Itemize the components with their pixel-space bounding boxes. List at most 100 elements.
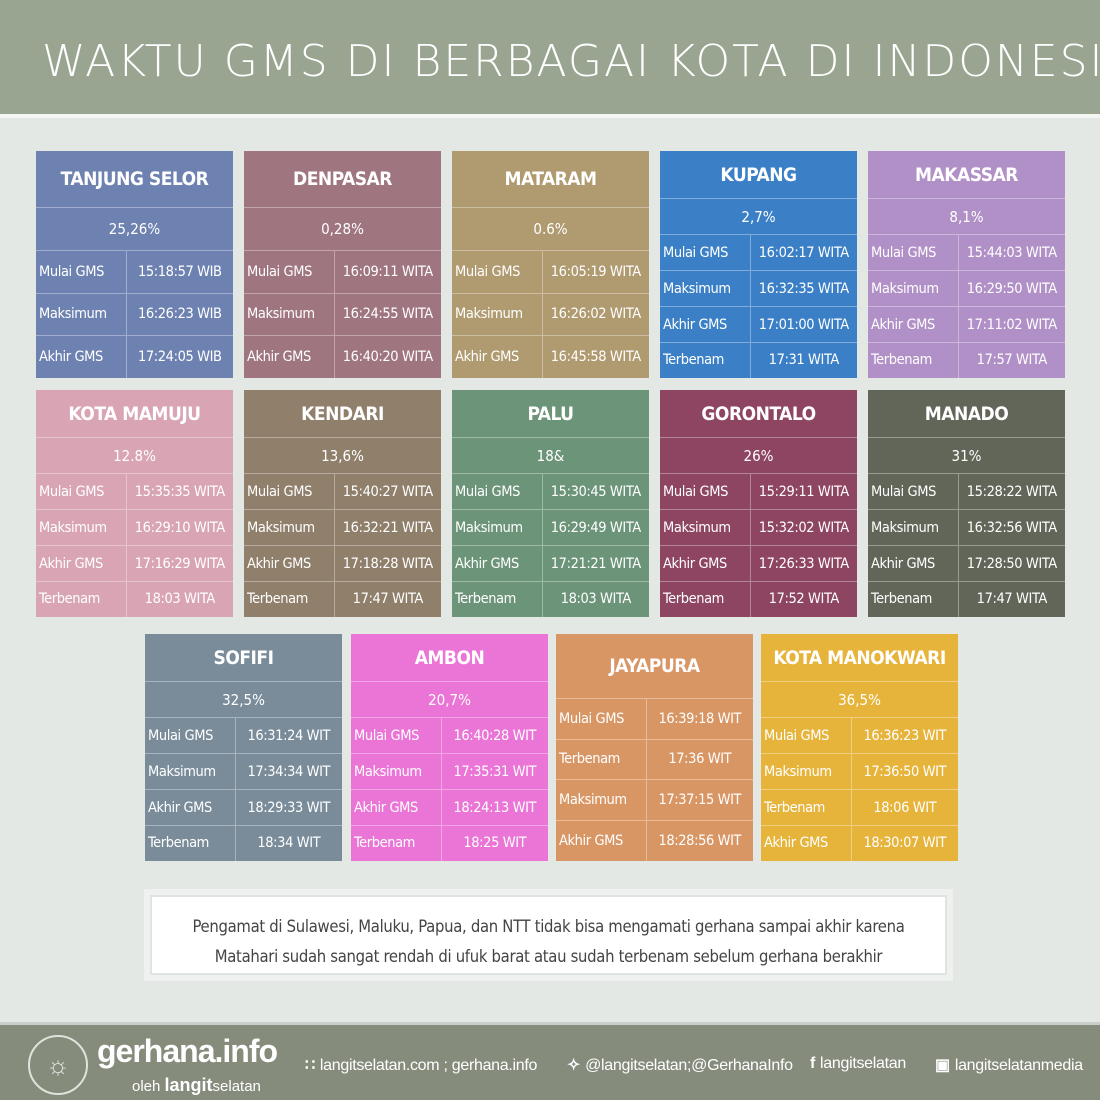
time-row: Akhir GMS 16:40:20 WITA	[244, 336, 441, 379]
time-label: Terbenam	[36, 582, 127, 617]
time-label: Akhir GMS	[868, 546, 959, 582]
time-value: 17:24:05 WIB	[137, 349, 222, 366]
time-value: 18:03 WITA	[144, 591, 216, 608]
time-row: Maksimum 16:32:56 WITA	[868, 510, 1065, 547]
time-value: 17:36 WIT	[668, 751, 732, 768]
time-value: 17:11:02 WITA	[966, 316, 1057, 333]
time-label: Akhir GMS	[36, 546, 127, 582]
city-card-mataram: MATARAM 0.6% Mulai GMS 16:05:19 WITA Maksimu…	[452, 151, 649, 379]
time-value: 16:36:23 WIT	[863, 727, 947, 744]
city-name: KOTA MANOKWARI	[761, 634, 958, 683]
link-text: langitselatan	[820, 1055, 906, 1072]
time-value: 16:09:11 WITA	[342, 263, 433, 280]
time-label: Akhir GMS	[244, 546, 335, 582]
brand-byline: oleh langitselatan	[132, 1075, 261, 1096]
time-value: 17:31 WITA	[768, 352, 840, 369]
city-name: AMBON	[351, 634, 548, 683]
time-row: Maksimum 17:34:34 WIT	[145, 754, 342, 791]
time-row: Maksimum 17:37:15 WIT	[556, 780, 753, 822]
city-card-ambon: AMBON 20,7% Mulai GMS 16:40:28 WIT Maksimum 1…	[351, 634, 548, 861]
time-row: Mulai GMS 16:40:28 WIT	[351, 718, 548, 755]
time-value: 17:26:33 WITA	[758, 555, 849, 572]
time-row: Terbenam 17:47 WITA	[868, 582, 1065, 617]
footer-link-facebook[interactable]: f langitselatan	[810, 1055, 906, 1073]
time-value: 15:18:57 WIB	[137, 263, 222, 280]
time-label: Terbenam	[351, 826, 442, 861]
time-row: Terbenam 17:52 WITA	[660, 582, 857, 617]
eclipse-percent: 26%	[660, 438, 857, 475]
time-value: 16:05:19 WITA	[550, 263, 641, 280]
city-card-denpasar: DENPASAR 0,28% Mulai GMS 16:09:11 WITA Maksi…	[244, 151, 441, 379]
time-row: Terbenam 17:47 WITA	[244, 582, 441, 617]
time-label: Terbenam	[145, 826, 236, 861]
time-row: Mulai GMS 16:05:19 WITA	[452, 250, 649, 294]
time-row: Akhir GMS 18:28:56 WIT	[556, 821, 753, 862]
time-value: 17:18:28 WITA	[342, 555, 433, 572]
city-card-gorontalo: GORONTALO 26% Mulai GMS 15:29:11 WITA Maksim…	[660, 390, 857, 617]
time-row: Mulai GMS 15:30:45 WITA	[452, 474, 649, 511]
city-name: KENDARI	[244, 390, 441, 439]
time-row: Maksimum 15:32:02 WITA	[660, 510, 857, 547]
note-line-1: Pengamat di Sulawesi, Maluku, Papua, dan…	[192, 917, 905, 936]
time-row: Akhir GMS 16:45:58 WITA	[452, 336, 649, 379]
time-row: Maksimum 16:26:23 WIB	[36, 293, 233, 337]
time-value: 18:30:07 WIT	[863, 835, 947, 852]
byline-by: oleh	[132, 1078, 161, 1095]
time-label: Maksimum	[660, 271, 751, 307]
city-name: GORONTALO	[660, 390, 857, 439]
time-label: Maksimum	[452, 510, 543, 546]
time-value: 16:32:56 WITA	[966, 519, 1057, 536]
time-row: Terbenam 18:06 WIT	[761, 790, 958, 827]
time-value: 15:40:27 WITA	[342, 483, 433, 500]
time-label: Terbenam	[868, 343, 959, 378]
time-value: 17:34:34 WIT	[247, 763, 331, 780]
time-value: 15:28:22 WITA	[966, 483, 1057, 500]
time-value: 15:32:02 WITA	[758, 519, 849, 536]
time-row: Mulai GMS 16:09:11 WITA	[244, 250, 441, 294]
time-label: Terbenam	[761, 790, 852, 826]
time-row: Terbenam 17:31 WITA	[660, 343, 857, 378]
footer-link-website[interactable]: ∷ langitselatan.com ; gerhana.info	[305, 1055, 537, 1075]
city-card-kupang: KUPANG 2,7% Mulai GMS 16:02:17 WITA Maksimum…	[660, 151, 857, 378]
time-label: Mulai GMS	[452, 474, 543, 510]
time-row: Mulai GMS 15:40:27 WITA	[244, 474, 441, 511]
time-row: Terbenam 17:57 WITA	[868, 343, 1065, 378]
time-row: Mulai GMS 15:28:22 WITA	[868, 474, 1065, 511]
time-row: Akhir GMS 17:28:50 WITA	[868, 546, 1065, 583]
time-value: 16:32:35 WITA	[758, 280, 849, 297]
time-label: Akhir GMS	[244, 336, 335, 379]
eclipse-percent: 12.8%	[36, 438, 233, 475]
time-row: Maksimum 17:36:50 WIT	[761, 754, 958, 791]
time-label: Mulai GMS	[36, 250, 127, 293]
time-label: Maksimum	[351, 754, 442, 790]
time-label: Akhir GMS	[868, 307, 959, 343]
time-row: Akhir GMS 17:16:29 WITA	[36, 546, 233, 583]
byline-rest: selatan	[212, 1078, 261, 1095]
time-row: Mulai GMS 16:36:23 WIT	[761, 718, 958, 755]
time-label: Maksimum	[556, 780, 647, 821]
time-row: Akhir GMS 18:24:13 WIT	[351, 790, 548, 827]
city-name: TANJUNG SELOR	[36, 151, 233, 209]
time-label: Mulai GMS	[660, 235, 751, 271]
time-label: Akhir GMS	[660, 307, 751, 343]
time-row: Mulai GMS 16:39:18 WIT	[556, 698, 753, 740]
brand-name[interactable]: gerhana.info	[97, 1033, 278, 1069]
facebook-icon: f	[810, 1055, 816, 1072]
time-row: Mulai GMS 15:29:11 WITA	[660, 474, 857, 511]
eclipse-percent: 8,1%	[868, 199, 1065, 236]
footer-link-twitter[interactable]: ✧ @langitselatan;@GerhanaInfo	[567, 1055, 793, 1075]
eclipse-percent: 25,26%	[36, 208, 233, 251]
city-name: DENPASAR	[244, 151, 441, 209]
time-value: 16:24:55 WITA	[342, 306, 433, 323]
time-row: Akhir GMS 18:29:33 WIT	[145, 790, 342, 827]
time-label: Akhir GMS	[660, 546, 751, 582]
instagram-icon: ▣	[935, 1057, 950, 1074]
time-label: Maksimum	[244, 293, 335, 336]
time-value: 16:29:10 WITA	[134, 519, 225, 536]
city-card-tanjung-selor: TANJUNG SELOR 25,26% Mulai GMS 15:18:57 WIB…	[36, 151, 233, 379]
footer-link-instagram[interactable]: ▣ langitselatanmedia	[935, 1055, 1083, 1075]
time-value: 17:47 WITA	[976, 591, 1048, 608]
time-value: 18:06 WIT	[873, 799, 937, 816]
eclipse-percent: 0.6%	[452, 208, 649, 251]
city-card-kota-manokwari: KOTA MANOKWARI 36,5% Mulai GMS 16:36:23 WIT…	[761, 634, 958, 861]
